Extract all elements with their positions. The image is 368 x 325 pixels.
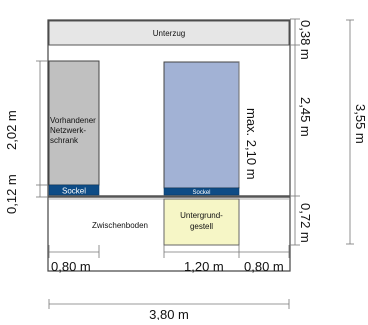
existing-cabinet [48, 60, 100, 186]
dim-sockel-height: 0,12 m [4, 174, 19, 214]
dim-floor-height: 0,72 m [298, 203, 313, 243]
existing-cabinet-label-3: schrank [50, 136, 79, 145]
zwischenboden-label: Zwischenboden [92, 221, 148, 230]
unterzug-beam [48, 20, 290, 46]
dim-cabinet-height: 2,02 m [4, 110, 19, 150]
unterzug-label: Unterzug [153, 29, 185, 38]
sockel-left [48, 184, 100, 196]
untergrund-gestell [163, 198, 240, 246]
sockel-left-label: Sockel [62, 187, 86, 196]
dim-center-width: 1,20 m [184, 259, 224, 274]
sockel-right-label: Sockel [192, 190, 210, 196]
dim-room-height: 2,45 m [298, 97, 313, 137]
dim-right-width: 0,80 m [244, 259, 284, 274]
untergrund-label-1: Untergrund- [180, 211, 223, 220]
dim-total-height: 3,55 m [353, 104, 368, 144]
sockel-right [163, 187, 240, 196]
dim-new-cabinet-height: max. 2,10 m [244, 108, 259, 180]
untergrund-label-2: gestell [190, 222, 213, 231]
dim-total-width: 3,80 m [149, 307, 189, 320]
dim-left-width: 0,80 m [51, 259, 91, 274]
existing-cabinet-label-2: Netzwerk- [50, 126, 86, 135]
new-cabinet [163, 61, 240, 189]
existing-cabinet-label-1: Vorhandener [50, 116, 96, 125]
dim-unterzug-height: 0,38 m [298, 20, 313, 60]
